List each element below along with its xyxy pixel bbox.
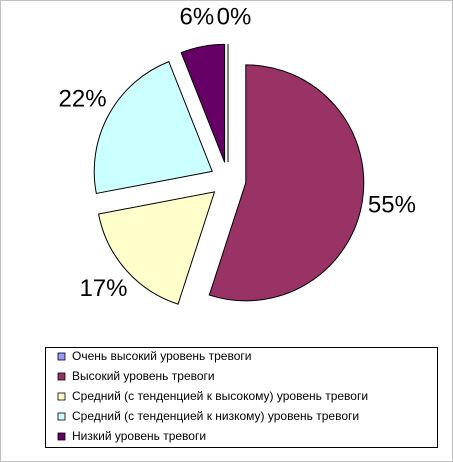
pie-slice <box>98 191 216 305</box>
legend-label: Низкий уровень тревоги <box>72 429 206 443</box>
legend-label: Очень высокий уровень тревоги <box>72 349 251 363</box>
value-label: 22% <box>59 85 107 112</box>
value-label: 17% <box>79 275 127 302</box>
legend-label: Средний (с тенденцией к низкому) уровень… <box>72 409 359 423</box>
legend-swatch <box>57 372 66 381</box>
pie-slice <box>180 43 226 163</box>
legend-box <box>45 347 438 448</box>
value-label: 55% <box>368 191 416 218</box>
legend-swatch <box>57 352 66 361</box>
pie-slice <box>208 64 365 302</box>
legend-swatch <box>57 432 66 441</box>
legend-label: Высокий уровень тревоги <box>72 369 215 383</box>
value-label: 0% <box>217 3 252 30</box>
pie-slice <box>93 60 213 195</box>
legend-label: Средний (с тенденцией к высокому) уровен… <box>72 389 368 403</box>
legend-swatch <box>57 412 66 421</box>
legend-swatch <box>57 392 66 401</box>
value-label: 6% <box>180 3 215 30</box>
